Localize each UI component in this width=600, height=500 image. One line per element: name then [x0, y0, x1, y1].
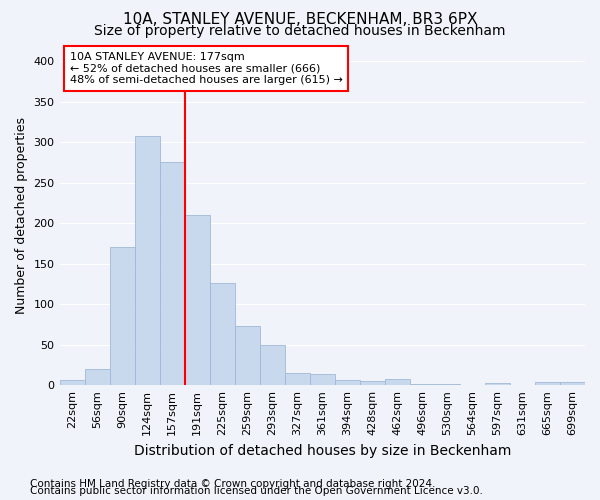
- Bar: [209, 283, 235, 385]
- Text: 10A STANLEY AVENUE: 177sqm
← 52% of detached houses are smaller (666)
48% of sem: 10A STANLEY AVENUE: 177sqm ← 52% of deta…: [70, 52, 343, 85]
- Bar: [410, 384, 435, 385]
- Bar: [535, 382, 560, 385]
- Bar: [435, 384, 460, 385]
- Text: Contains public sector information licensed under the Open Government Licence v3: Contains public sector information licen…: [30, 486, 483, 496]
- Text: 10A, STANLEY AVENUE, BECKENHAM, BR3 6PX: 10A, STANLEY AVENUE, BECKENHAM, BR3 6PX: [123, 12, 477, 28]
- Bar: [110, 248, 134, 385]
- Bar: [310, 374, 335, 385]
- Bar: [235, 326, 260, 385]
- Bar: [59, 380, 85, 385]
- Bar: [560, 382, 585, 385]
- Bar: [85, 369, 110, 385]
- Bar: [335, 380, 360, 385]
- Bar: [385, 378, 410, 385]
- Bar: [185, 215, 209, 385]
- Y-axis label: Number of detached properties: Number of detached properties: [15, 116, 28, 314]
- Text: Size of property relative to detached houses in Beckenham: Size of property relative to detached ho…: [94, 24, 506, 38]
- Bar: [160, 162, 185, 385]
- Bar: [260, 346, 285, 385]
- Bar: [285, 373, 310, 385]
- Bar: [134, 136, 160, 385]
- X-axis label: Distribution of detached houses by size in Beckenham: Distribution of detached houses by size …: [134, 444, 511, 458]
- Bar: [360, 381, 385, 385]
- Text: Contains HM Land Registry data © Crown copyright and database right 2024.: Contains HM Land Registry data © Crown c…: [30, 479, 436, 489]
- Bar: [485, 383, 510, 385]
